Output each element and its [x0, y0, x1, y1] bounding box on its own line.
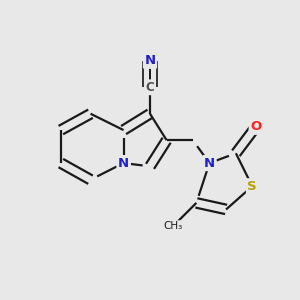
Text: S: S: [248, 180, 257, 193]
Text: N: N: [144, 54, 156, 67]
Text: N: N: [118, 157, 129, 169]
Text: N: N: [204, 157, 215, 169]
Text: O: O: [250, 120, 261, 133]
Text: C: C: [146, 81, 154, 94]
Text: CH₃: CH₃: [164, 221, 183, 231]
